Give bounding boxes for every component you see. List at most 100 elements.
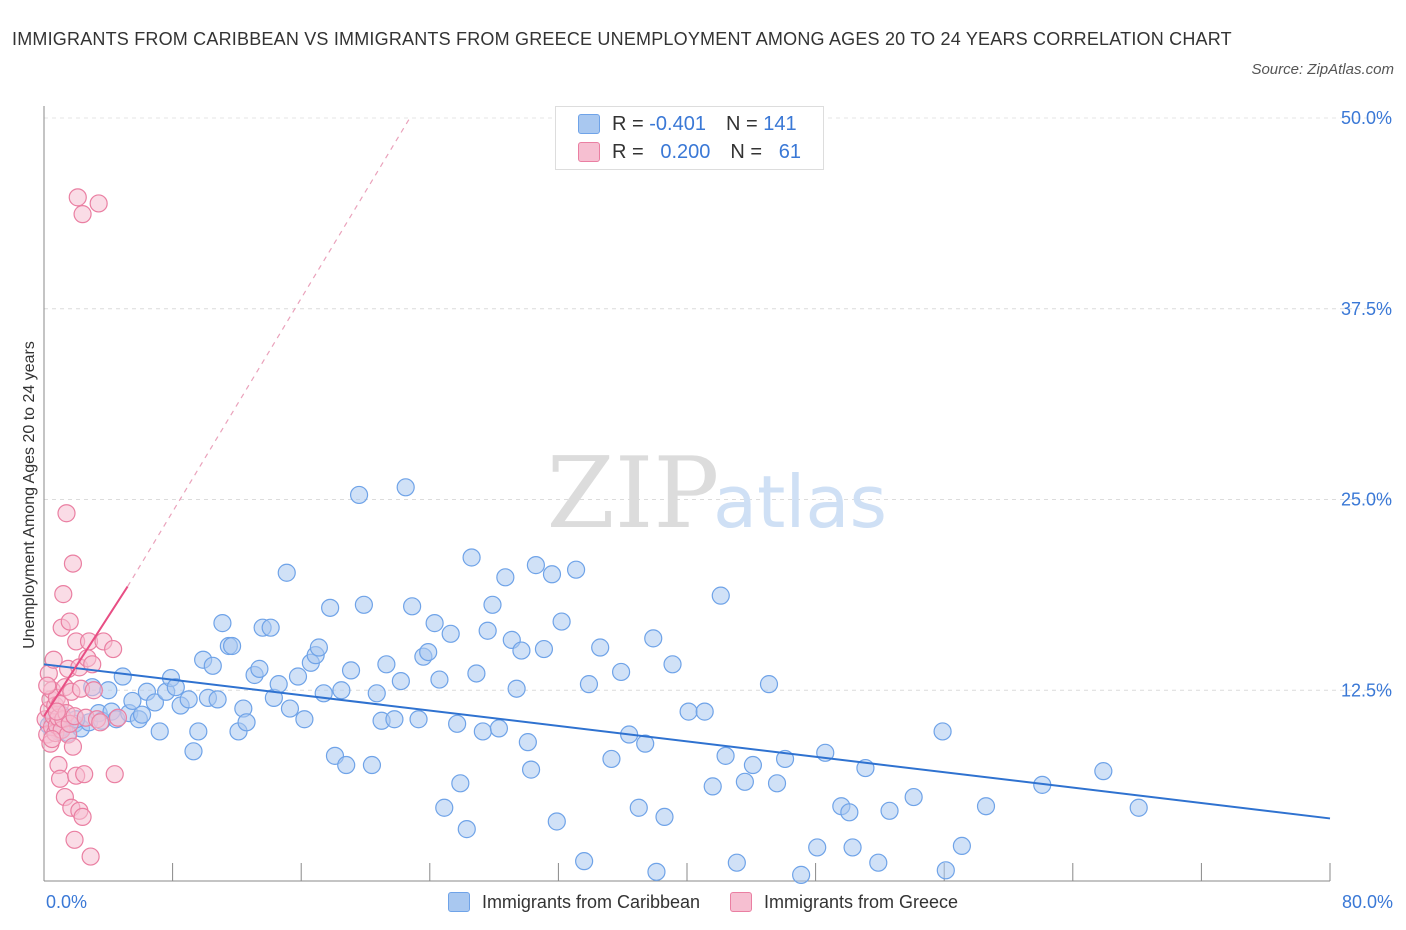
caribbean-point bbox=[507, 679, 526, 698]
caribbean-point bbox=[367, 684, 386, 703]
r-value-greece: 0.200 bbox=[660, 140, 711, 163]
caribbean-point bbox=[743, 755, 763, 775]
caribbean-point bbox=[430, 670, 449, 689]
caribbean-point bbox=[759, 675, 779, 694]
caribbean-point bbox=[976, 797, 996, 816]
greece-point bbox=[104, 639, 123, 659]
caribbean-point bbox=[237, 713, 256, 732]
caribbean-point bbox=[869, 853, 888, 872]
caribbean-point bbox=[792, 865, 811, 884]
y-tick-label: 25.0% bbox=[1341, 490, 1392, 510]
caribbean-point bbox=[377, 655, 396, 674]
greece-point bbox=[89, 194, 108, 213]
caribbean-point bbox=[277, 563, 296, 582]
watermark-atlas: atlas bbox=[713, 460, 887, 544]
r-label: R = bbox=[612, 140, 644, 163]
caribbean-point bbox=[933, 722, 952, 741]
caribbean-trend-line bbox=[43, 663, 1331, 820]
caribbean-point bbox=[354, 595, 373, 614]
caribbean-point bbox=[457, 820, 476, 839]
legend-label-caribbean: Immigrants from Caribbean bbox=[481, 891, 701, 912]
caribbean-point bbox=[441, 624, 460, 643]
caribbean-point bbox=[512, 641, 531, 660]
greece-point bbox=[57, 504, 76, 523]
caribbean-point bbox=[552, 612, 571, 631]
stats-legend: R = -0.401 N = 141 R = 0.200 N = 61 bbox=[555, 106, 824, 170]
caribbean-point bbox=[391, 671, 410, 691]
stats-row-greece: R = 0.200 N = 61 bbox=[578, 140, 801, 164]
n-value-caribbean: 141 bbox=[763, 112, 797, 135]
caribbean-point bbox=[542, 565, 562, 584]
watermark-zip: ZIP bbox=[547, 437, 720, 551]
caribbean-point bbox=[518, 733, 537, 752]
caribbean-point bbox=[663, 655, 682, 674]
source-label: Source: ZipAtlas.com bbox=[1251, 61, 1394, 78]
greece-point bbox=[91, 713, 110, 732]
caribbean-point bbox=[808, 838, 827, 857]
caribbean-point bbox=[309, 638, 328, 657]
caribbean-swatch bbox=[578, 114, 600, 134]
data-points bbox=[36, 188, 1148, 884]
caribbean-point bbox=[880, 801, 899, 820]
caribbean-point bbox=[473, 722, 492, 741]
greece-point bbox=[38, 676, 57, 695]
legend-item-greece[interactable]: Immigrants from Greece bbox=[730, 892, 958, 913]
caribbean-point bbox=[727, 853, 746, 872]
y-tick-label: 50.0% bbox=[1341, 108, 1392, 128]
caribbean-point bbox=[396, 478, 415, 497]
caribbean-point bbox=[629, 798, 648, 817]
caribbean-point bbox=[435, 798, 454, 817]
caribbean-point bbox=[419, 642, 438, 662]
greece-point bbox=[75, 765, 94, 784]
caribbean-point bbox=[735, 772, 754, 791]
caribbean-point bbox=[269, 675, 288, 694]
caribbean-point bbox=[703, 777, 722, 796]
caribbean-point bbox=[467, 664, 486, 683]
caribbean-point bbox=[566, 560, 586, 579]
caribbean-point bbox=[385, 710, 404, 729]
caribbean-point bbox=[448, 714, 467, 733]
greece-point bbox=[84, 681, 103, 700]
caribbean-point bbox=[179, 690, 198, 709]
legend-item-caribbean[interactable]: Immigrants from Caribbean bbox=[447, 891, 701, 913]
caribbean-point bbox=[547, 812, 566, 831]
series-legend: Immigrants from Caribbean Immigrants fro… bbox=[0, 888, 1406, 916]
caribbean-point bbox=[534, 639, 554, 659]
caribbean-point bbox=[644, 629, 663, 648]
caribbean-point bbox=[349, 485, 369, 505]
caribbean-point bbox=[123, 691, 142, 711]
caribbean-point bbox=[222, 636, 242, 656]
greece-point bbox=[83, 655, 102, 674]
greece-point bbox=[63, 737, 83, 756]
greece-trend-extension bbox=[127, 119, 410, 587]
caribbean-point bbox=[952, 836, 971, 856]
x-tick-label-right: 80.0% bbox=[1342, 892, 1393, 912]
caribbean-point bbox=[150, 722, 169, 741]
caribbean-point bbox=[575, 852, 594, 871]
caribbean-point bbox=[904, 787, 923, 807]
caribbean-point bbox=[602, 749, 621, 769]
caribbean-point bbox=[679, 702, 698, 721]
caribbean-point bbox=[362, 755, 382, 775]
n-label: N = bbox=[730, 140, 763, 163]
caribbean-point bbox=[655, 807, 674, 827]
chart-title: IMMIGRANTS FROM CARIBBEAN VS IMMIGRANTS … bbox=[12, 29, 1232, 49]
greece-point bbox=[65, 830, 84, 849]
caribbean-point bbox=[767, 774, 787, 793]
greece-point bbox=[73, 205, 92, 224]
caribbean-point bbox=[213, 614, 232, 633]
caribbean-point bbox=[166, 678, 185, 697]
caribbean-point bbox=[451, 774, 470, 793]
greece-legend-swatch bbox=[730, 892, 753, 912]
caribbean-point bbox=[337, 755, 356, 775]
caribbean-point bbox=[321, 598, 340, 617]
caribbean-point bbox=[462, 548, 481, 567]
caribbean-point bbox=[647, 862, 666, 881]
caribbean-point bbox=[280, 699, 300, 718]
caribbean-point bbox=[591, 638, 610, 657]
caribbean-point bbox=[611, 662, 631, 682]
greece-point bbox=[63, 554, 83, 573]
greece-point bbox=[54, 585, 73, 604]
r-value-caribbean: -0.401 bbox=[649, 112, 706, 135]
